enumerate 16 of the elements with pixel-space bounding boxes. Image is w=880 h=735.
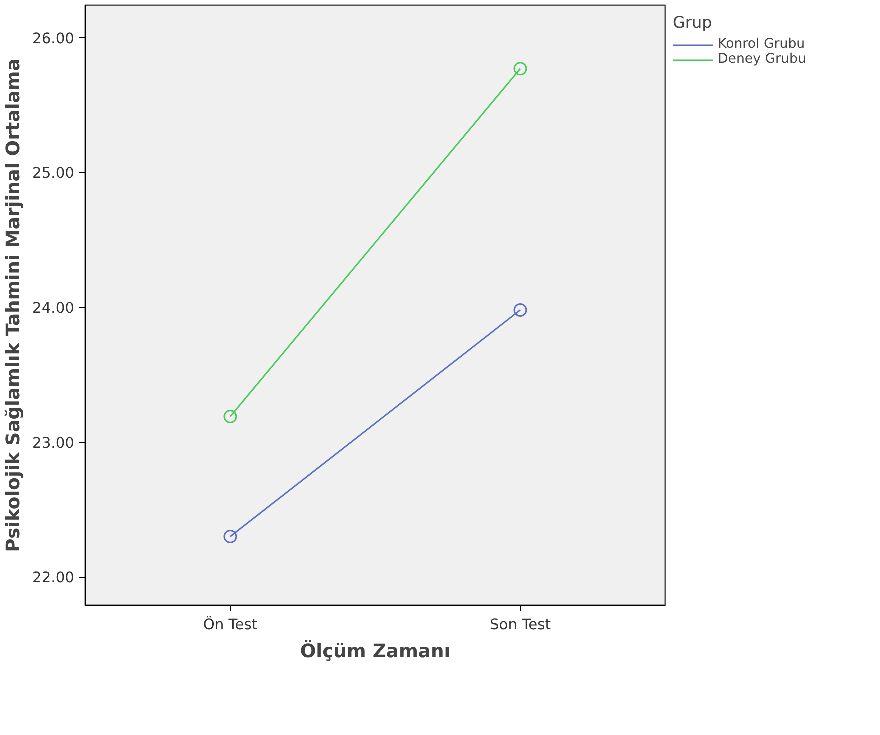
y-tick-label: 23.00 <box>32 434 75 452</box>
point <box>514 62 528 76</box>
y-axis-title: Psikolojik Sağlamlık Tahmini Marjinal Ortalama <box>4 58 25 552</box>
x-tick-label: Son Test <box>490 616 552 634</box>
x-axis-title: Ölçüm Zamanı <box>300 640 451 662</box>
y-tick-label: 26.00 <box>32 30 75 48</box>
x-tick-label: Ön Test <box>203 616 258 634</box>
y-tick-label: 22.00 <box>32 570 75 587</box>
legend-label: Deney Grubu <box>718 52 806 67</box>
y-tick-label: 24.00 <box>32 300 75 318</box>
y-tick-label: 25.00 <box>32 165 75 182</box>
point <box>224 530 238 544</box>
point <box>514 303 528 317</box>
point <box>224 410 238 424</box>
legend-title: Grup <box>673 13 714 32</box>
legend-label: Konrol Grubu <box>718 37 806 52</box>
